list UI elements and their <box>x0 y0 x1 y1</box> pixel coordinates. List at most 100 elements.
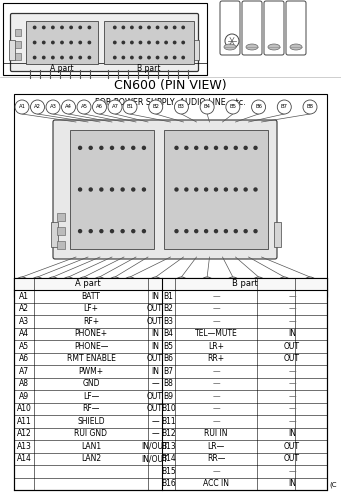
Circle shape <box>89 188 92 191</box>
Text: —: — <box>288 379 296 388</box>
FancyBboxPatch shape <box>220 1 240 55</box>
Circle shape <box>226 100 240 114</box>
Text: A4: A4 <box>65 104 72 109</box>
Text: B10: B10 <box>150 281 161 286</box>
Text: B6: B6 <box>163 354 174 363</box>
Text: IN: IN <box>288 329 296 338</box>
Circle shape <box>214 188 218 191</box>
Text: —: — <box>212 417 220 426</box>
Circle shape <box>224 146 227 150</box>
Circle shape <box>79 56 81 59</box>
Text: —: — <box>288 367 296 376</box>
Text: B10: B10 <box>161 404 176 413</box>
Text: B6: B6 <box>255 104 262 109</box>
Text: —: — <box>212 404 220 413</box>
Circle shape <box>123 277 137 291</box>
Text: B9: B9 <box>127 281 133 286</box>
Text: A11: A11 <box>17 417 31 426</box>
Bar <box>14 277 327 290</box>
Circle shape <box>114 26 116 29</box>
Text: OUT: OUT <box>284 342 300 351</box>
Text: OUT: OUT <box>147 304 163 313</box>
Circle shape <box>131 56 133 59</box>
Circle shape <box>214 230 218 233</box>
Text: IN: IN <box>288 429 296 438</box>
Text: B12: B12 <box>161 429 176 438</box>
Circle shape <box>244 146 247 150</box>
Text: A12: A12 <box>79 281 89 286</box>
Circle shape <box>182 41 184 44</box>
Text: LR—: LR— <box>207 442 225 451</box>
Text: —: — <box>151 417 159 426</box>
Circle shape <box>165 41 167 44</box>
Circle shape <box>174 26 176 29</box>
Bar <box>70 130 154 249</box>
Text: RUI IN: RUI IN <box>204 429 228 438</box>
Text: —: — <box>212 367 220 376</box>
Circle shape <box>88 41 91 44</box>
Circle shape <box>121 188 124 191</box>
Circle shape <box>30 277 44 291</box>
Circle shape <box>61 26 63 29</box>
Text: RUI GND: RUI GND <box>74 429 107 438</box>
Circle shape <box>175 100 189 114</box>
Circle shape <box>252 277 266 291</box>
Bar <box>57 213 65 221</box>
Circle shape <box>92 277 106 291</box>
Text: A8: A8 <box>19 379 29 388</box>
Bar <box>26 21 98 64</box>
Bar <box>51 222 58 247</box>
Circle shape <box>33 41 36 44</box>
Circle shape <box>157 26 159 29</box>
Text: IN: IN <box>151 342 159 351</box>
Ellipse shape <box>268 44 280 50</box>
Circle shape <box>139 41 142 44</box>
Text: B14: B14 <box>161 454 176 463</box>
Circle shape <box>43 26 45 29</box>
Circle shape <box>244 230 247 233</box>
Circle shape <box>122 26 124 29</box>
Text: RR—: RR— <box>207 454 225 463</box>
Circle shape <box>195 188 198 191</box>
Circle shape <box>100 188 103 191</box>
Circle shape <box>224 188 227 191</box>
Text: B7: B7 <box>281 104 288 109</box>
Text: RMT ENABLE: RMT ENABLE <box>66 354 116 363</box>
Circle shape <box>226 277 240 291</box>
Circle shape <box>234 188 237 191</box>
Bar <box>164 130 268 249</box>
Circle shape <box>61 41 63 44</box>
Text: B1: B1 <box>127 104 133 109</box>
Circle shape <box>175 146 178 150</box>
Circle shape <box>77 100 91 114</box>
Text: B11: B11 <box>176 281 187 286</box>
Bar <box>15 29 21 36</box>
Circle shape <box>30 100 44 114</box>
Text: B9: B9 <box>163 392 174 401</box>
Text: LF+: LF+ <box>84 304 99 313</box>
Text: BATT: BATT <box>81 292 101 301</box>
Circle shape <box>15 100 29 114</box>
Circle shape <box>195 146 198 150</box>
Circle shape <box>79 41 81 44</box>
Text: IN: IN <box>151 367 159 376</box>
Text: PWM+: PWM+ <box>78 367 104 376</box>
FancyBboxPatch shape <box>53 120 277 259</box>
Circle shape <box>78 146 81 150</box>
Text: —: — <box>212 317 220 326</box>
Circle shape <box>143 188 145 191</box>
Circle shape <box>185 230 188 233</box>
Text: A1: A1 <box>19 292 29 301</box>
Text: GND: GND <box>82 379 100 388</box>
Circle shape <box>88 56 91 59</box>
Text: B3: B3 <box>163 317 174 326</box>
Bar <box>104 21 194 64</box>
Text: IN: IN <box>151 292 159 301</box>
Circle shape <box>131 41 133 44</box>
Circle shape <box>303 100 317 114</box>
Circle shape <box>185 146 188 150</box>
Circle shape <box>43 41 45 44</box>
Text: A4: A4 <box>19 329 29 338</box>
Circle shape <box>174 56 176 59</box>
Text: B7: B7 <box>163 367 174 376</box>
